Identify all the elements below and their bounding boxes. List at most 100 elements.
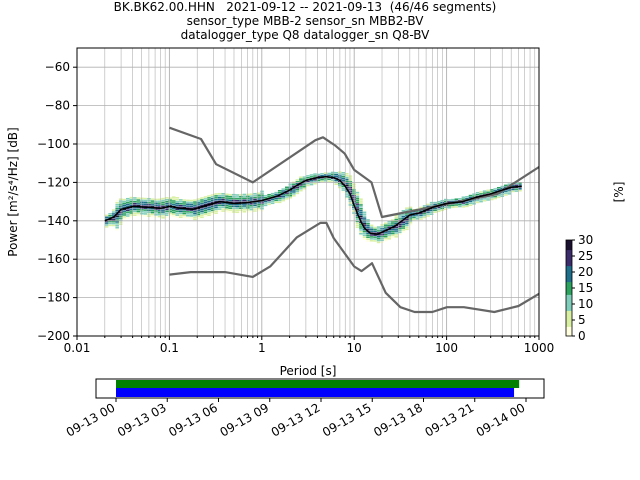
heatmap-cell: [133, 204, 137, 207]
heatmap-cell: [249, 208, 254, 211]
colorbar-tick-label: 5: [578, 313, 586, 327]
colorbar-segment: [566, 304, 572, 308]
heatmap-cell: [390, 230, 395, 233]
coverage-bar-data: [116, 380, 520, 388]
heatmap-cell: [281, 194, 285, 196]
heatmap-cell: [454, 206, 459, 208]
heatmap-cell: [465, 205, 469, 208]
heatmap-cell: [175, 198, 180, 201]
heatmap-cell: [111, 209, 116, 211]
heatmap-cell: [313, 179, 317, 181]
heatmap-cell: [186, 205, 190, 207]
heatmap-cell: [210, 211, 215, 214]
x-tick-label: 1: [258, 341, 266, 355]
heatmap-cell: [284, 192, 289, 194]
heatmap-cell: [175, 204, 180, 207]
heatmap-cell: [210, 203, 215, 206]
heatmap-cell: [242, 193, 247, 196]
heatmap-cell: [214, 210, 218, 213]
heatmap-cell: [274, 201, 278, 204]
heatmap-cell: [228, 207, 233, 209]
heatmap-cell: [249, 203, 254, 205]
heatmap-cell: [387, 222, 391, 225]
heatmap-cell: [274, 191, 278, 194]
heatmap-cell: [465, 197, 469, 200]
heatmap-cell: [288, 183, 293, 186]
heatmap-cell: [309, 179, 314, 182]
heatmap-cell: [302, 187, 307, 190]
heatmap-cell: [443, 206, 448, 209]
heatmap-cell: [277, 195, 282, 198]
heatmap-cell: [140, 214, 144, 217]
heatmap-cell: [281, 199, 285, 202]
heatmap-cell: [518, 189, 522, 192]
heatmap-cell: [330, 175, 335, 178]
heatmap-cell: [239, 199, 243, 202]
heatmap-cell: [129, 210, 134, 212]
heatmap-cell: [306, 180, 310, 183]
heatmap-cell: [126, 209, 130, 212]
heatmap-cell: [171, 215, 176, 218]
model-lines: [104, 126, 540, 314]
heatmap-cell: [366, 224, 370, 227]
heatmap-cell: [366, 236, 370, 238]
heatmap-cell: [136, 206, 141, 209]
heatmap-cell: [267, 201, 271, 204]
x-tick-label: 10: [347, 341, 362, 355]
heatmap-cell: [140, 207, 144, 209]
heatmap-cell: [182, 203, 187, 205]
heatmap-cell: [355, 189, 360, 192]
heatmap-cell: [348, 196, 353, 199]
heatmap-cell: [341, 185, 346, 188]
heatmap-cell: [295, 179, 300, 181]
heatmap-cell: [313, 173, 317, 175]
heatmap-cell: [235, 194, 240, 196]
heatmap-cell: [348, 186, 353, 189]
heatmap-cell: [228, 205, 233, 208]
heatmap-cell: [345, 178, 349, 181]
heatmap-cell: [210, 196, 215, 198]
colorbar-tick-label: 15: [578, 281, 593, 295]
heatmap-cell: [429, 213, 434, 215]
heatmap-cell: [383, 228, 388, 230]
heatmap-cell: [323, 178, 328, 180]
heatmap-cell: [383, 232, 388, 234]
colorbar-segment: [566, 252, 572, 257]
heatmap-cell: [267, 203, 271, 206]
heatmap-cell: [419, 216, 423, 218]
heatmap-cell: [200, 206, 204, 209]
heatmap-cell: [246, 209, 250, 211]
heatmap-cell: [164, 214, 169, 216]
heatmap-cell: [189, 215, 194, 217]
heatmap-cell: [136, 197, 141, 199]
heatmap-cell: [129, 204, 134, 207]
heatmap-cell: [451, 198, 455, 201]
heatmap-cell: [327, 180, 331, 182]
heatmap-cell: [189, 199, 194, 202]
heatmap-cell: [200, 212, 204, 215]
heatmap-cell: [398, 233, 402, 236]
colorbar-segment: [566, 268, 572, 273]
heatmap-cell: [348, 188, 353, 191]
heatmap-cell: [242, 197, 247, 200]
heatmap-cell: [320, 178, 324, 181]
heatmap-cell: [419, 212, 423, 215]
heatmap-cell: [193, 207, 197, 209]
heatmap-cell: [373, 238, 377, 240]
heatmap-cell: [140, 197, 144, 200]
heatmap-cell: [355, 226, 360, 228]
heatmap-cell: [200, 208, 204, 211]
heatmap-cell: [164, 208, 169, 211]
heatmap-cell: [511, 188, 515, 191]
heatmap-cell: [182, 207, 187, 209]
colorbar-segment: [566, 300, 572, 305]
heatmap-cell: [246, 207, 250, 209]
heatmap-cell: [362, 232, 367, 235]
heatmap-cell: [249, 197, 254, 199]
heatmap-cell: [207, 202, 211, 205]
heatmap-cell: [454, 204, 459, 206]
heatmap-cell: [239, 197, 243, 200]
heatmap-cell: [154, 202, 158, 205]
heatmap-cell: [217, 194, 222, 197]
heatmap-cell: [228, 197, 233, 200]
